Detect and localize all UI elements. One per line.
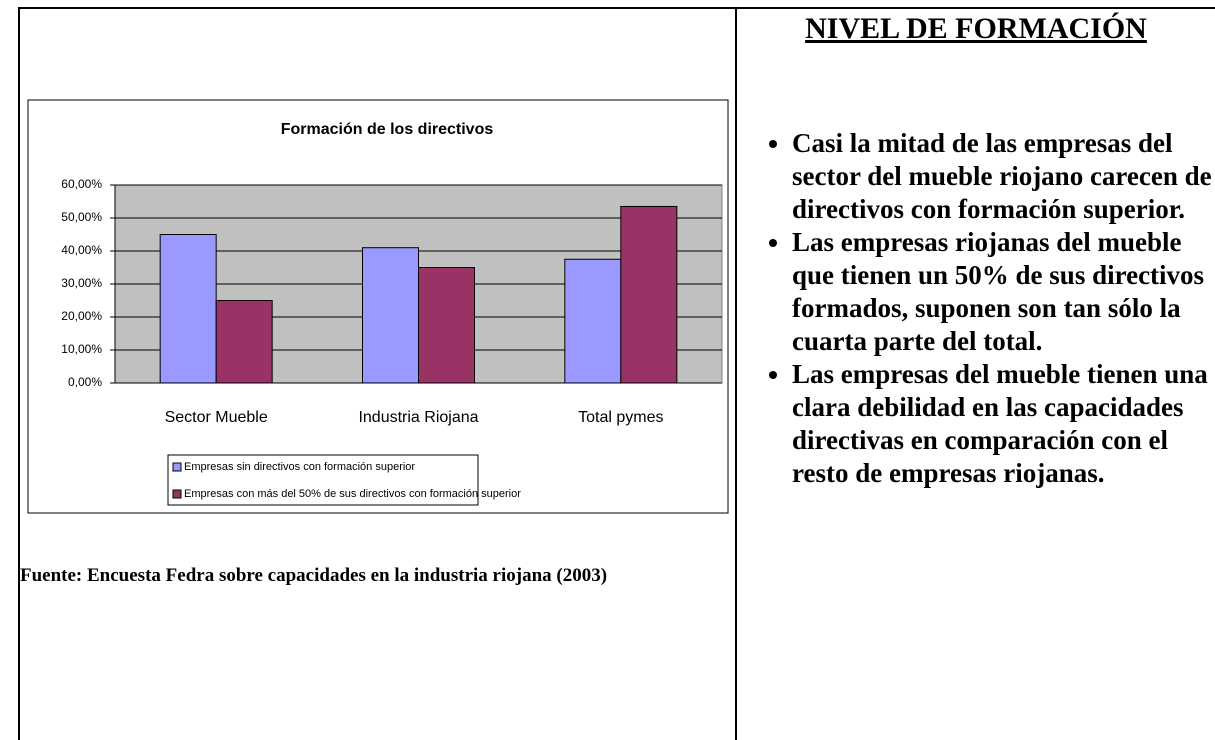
- bullet: Las empresas del mueble tienen una clara…: [792, 358, 1215, 490]
- bar: [620, 205, 678, 384]
- y-tick-label: 50,00%: [61, 210, 102, 224]
- source-note: Fuente: Encuesta Fedra sobre capacidades…: [20, 565, 608, 586]
- bullet: Las empresas riojanas del mueble que tie…: [792, 226, 1215, 358]
- y-tick-label: 40,00%: [61, 243, 102, 257]
- x-tick-label: Sector Mueble: [165, 409, 268, 426]
- bar: [362, 247, 419, 384]
- legend-swatch: [172, 489, 182, 499]
- bar: [159, 234, 217, 384]
- y-tick-label: 0,00%: [68, 375, 102, 389]
- table-frame: [18, 7, 1215, 740]
- y-tick-label: 10,00%: [61, 342, 102, 356]
- bar: [418, 267, 475, 384]
- bullet: Casi la mitad de las empresas del sector…: [792, 127, 1215, 226]
- x-tick-label: Total pymes: [578, 409, 663, 426]
- y-tick-label: 60,00%: [61, 177, 102, 191]
- chart-title: Formación de los directivos: [281, 121, 494, 138]
- legend-box: [167, 454, 479, 506]
- y-tick-label: 30,00%: [61, 276, 102, 290]
- x-tick-label: Industria Riojana: [358, 409, 478, 426]
- bar: [564, 258, 622, 384]
- column-divider: [735, 7, 737, 740]
- bar: [215, 300, 273, 384]
- legend-label: Empresas con más del 50% de sus directiv…: [184, 488, 521, 500]
- bullet-list: Casi la mitad de las empresas del sector…: [750, 127, 1215, 490]
- y-tick-label: 20,00%: [61, 309, 102, 323]
- heading: NIVEL DE FORMACIÓN: [805, 12, 1147, 45]
- legend-swatch: [172, 462, 182, 472]
- legend-label: Empresas sin directivos con formación su…: [184, 461, 415, 473]
- chart: Formación de los directivos 0,00% 10,00% 2…: [27, 99, 729, 514]
